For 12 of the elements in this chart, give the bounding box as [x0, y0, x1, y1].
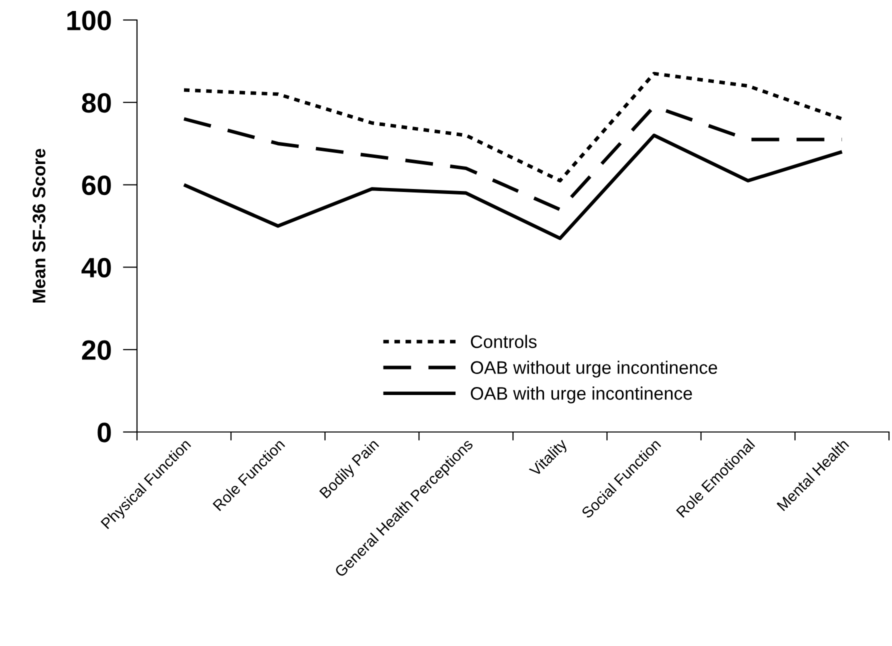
y-tick-label: 20: [82, 340, 111, 360]
legend-label: OAB without urge incontinence: [470, 360, 718, 378]
y-axis-title: Mean SF-36 Score: [32, 148, 46, 303]
y-tick-label: 60: [82, 175, 111, 196]
y-tick-label: 80: [82, 93, 111, 113]
line-series: [182, 72, 844, 182]
legend-label: OAB with urge incontinence: [470, 386, 692, 404]
y-tick-label: 100: [67, 10, 111, 30]
line-series: [182, 134, 844, 240]
y-tick-label: 0: [98, 422, 111, 442]
legend-label: Controls: [470, 334, 537, 348]
y-tick-label: 40: [82, 258, 111, 278]
